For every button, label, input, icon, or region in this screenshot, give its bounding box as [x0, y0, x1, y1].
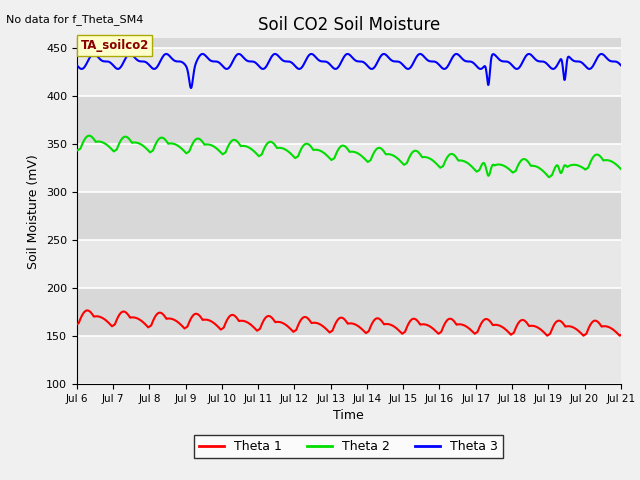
Bar — [77, 144, 621, 192]
Bar — [77, 240, 621, 288]
Bar — [77, 48, 621, 96]
Text: No data for f_Theta_SM4: No data for f_Theta_SM4 — [6, 14, 144, 25]
Y-axis label: Soil Moisture (mV): Soil Moisture (mV) — [28, 154, 40, 269]
Text: TA_soilco2: TA_soilco2 — [81, 39, 149, 52]
Legend: Theta 1, Theta 2, Theta 3: Theta 1, Theta 2, Theta 3 — [195, 435, 503, 458]
Bar — [77, 336, 621, 384]
Title: Soil CO2 Soil Moisture: Soil CO2 Soil Moisture — [258, 16, 440, 34]
X-axis label: Time: Time — [333, 409, 364, 422]
